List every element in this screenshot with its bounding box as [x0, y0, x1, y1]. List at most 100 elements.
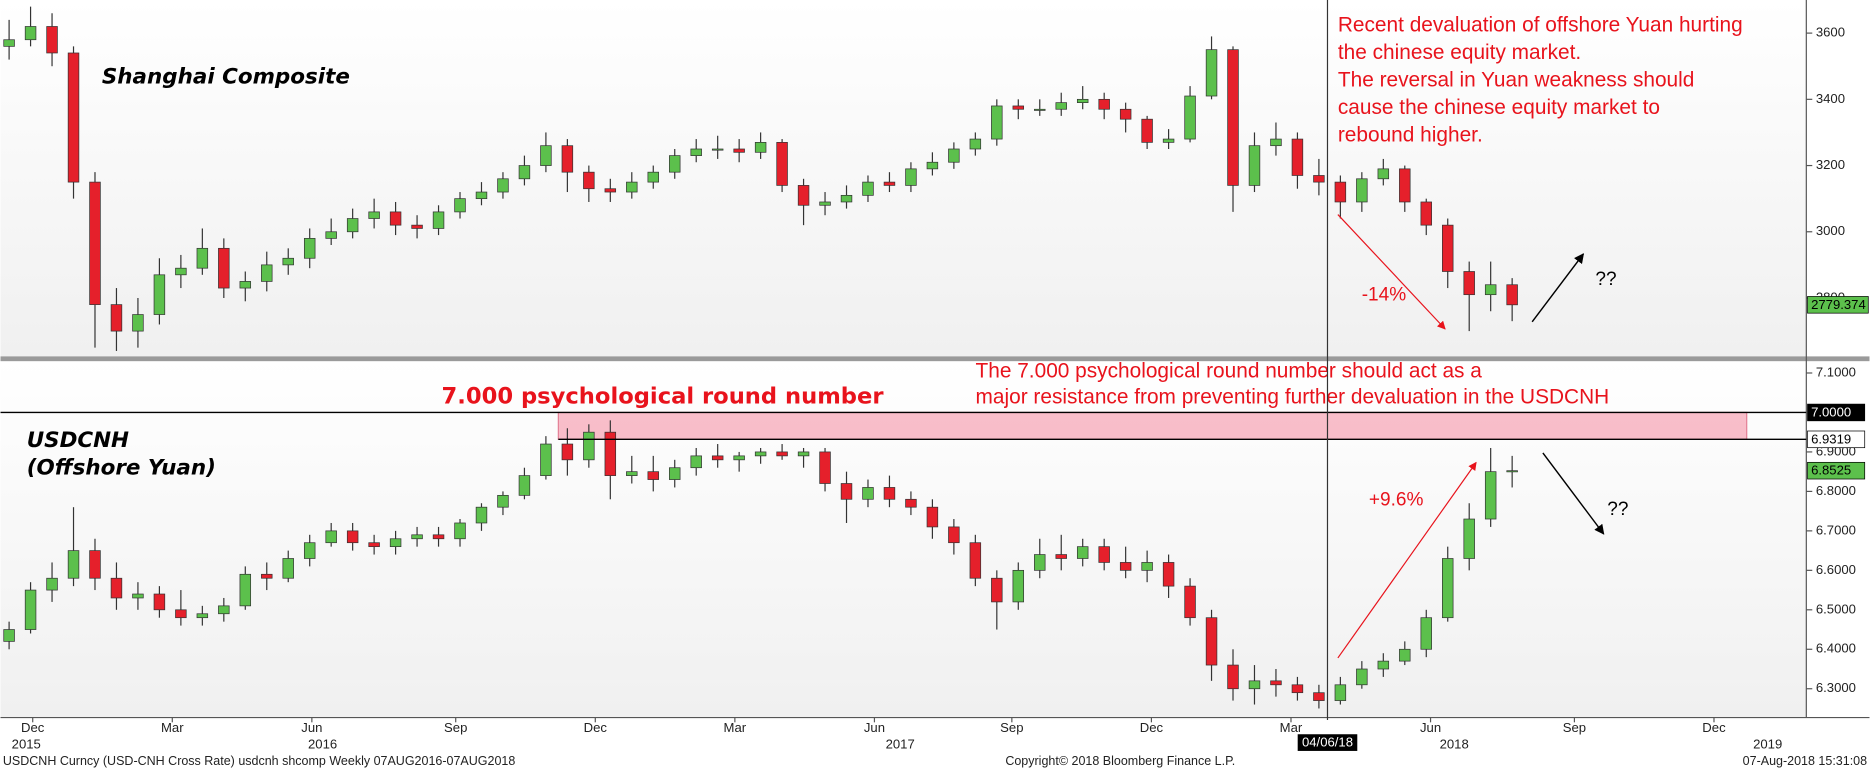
x-tick-label: Jun — [1420, 720, 1441, 735]
candle-body — [411, 224, 423, 229]
price-tag — [1807, 403, 1866, 422]
date-marker-label: 04/06/18 — [1302, 735, 1353, 750]
level-title: 7.000 psychological round number — [442, 383, 885, 409]
candle-body — [497, 494, 509, 508]
x-tick-label: Dec — [1702, 720, 1726, 735]
candle-body — [175, 267, 187, 276]
resistance-band — [557, 411, 1748, 440]
candle-body — [1055, 102, 1067, 110]
candle-body — [1399, 168, 1411, 203]
candle-body — [669, 467, 681, 480]
candle-body — [862, 181, 874, 196]
candle-body — [669, 155, 681, 173]
candle-body — [303, 542, 316, 559]
footer-copyright: Copyright© 2018 Bloomberg Finance L.P. — [1005, 754, 1235, 768]
candle-body — [626, 471, 638, 476]
candle-body — [883, 181, 896, 186]
year-label: 2018 — [1440, 736, 1469, 751]
note: cause the chinese equity market to — [1338, 96, 1660, 119]
candle-body — [797, 185, 810, 206]
candle-body — [969, 542, 982, 579]
x-tick-label: Dec — [584, 720, 608, 735]
candle-body — [239, 281, 252, 289]
candle-body — [1119, 562, 1132, 571]
x-tick-label: Mar — [724, 720, 747, 735]
price-tag-label: 7.0000 — [1811, 405, 1851, 420]
candle-body — [132, 314, 144, 332]
candle-body — [647, 171, 659, 183]
outlook-label: ?? — [1607, 499, 1628, 520]
candle-body — [368, 211, 380, 219]
plot-area — [3, 6, 1748, 709]
candle-body — [89, 550, 101, 579]
candle-body — [1313, 692, 1325, 701]
candle-body — [647, 471, 659, 480]
note: the chinese equity market. — [1338, 41, 1581, 64]
y-tick-label: 6.6000 — [1816, 562, 1856, 577]
candle-body — [711, 148, 724, 151]
candle-body — [110, 304, 123, 332]
candle-body — [67, 52, 80, 183]
candle-body — [282, 257, 294, 266]
candle-body — [3, 629, 15, 642]
candle-body — [153, 593, 166, 611]
candle-body — [1141, 118, 1153, 143]
y-tick-label: 3600 — [1816, 25, 1845, 40]
candle-body — [432, 211, 445, 229]
candle-body — [905, 168, 917, 186]
candle-body — [561, 145, 574, 173]
candle-body — [819, 451, 831, 484]
candle-body — [819, 201, 831, 206]
candle-body — [218, 605, 230, 615]
change-label: -14% — [1362, 285, 1407, 306]
candle-body — [1291, 138, 1304, 176]
candle-body — [1484, 471, 1497, 520]
year-label: 2017 — [886, 736, 915, 751]
candle-body — [1463, 271, 1475, 296]
candle-body — [1248, 680, 1261, 690]
candle-body — [325, 530, 337, 544]
candle-body — [754, 451, 767, 457]
candle-body — [1184, 95, 1196, 140]
x-tick-label: Mar — [161, 720, 184, 735]
x-tick-label: Sep — [1000, 720, 1023, 735]
candle-body — [1506, 470, 1518, 473]
candle-body — [1034, 554, 1046, 571]
y-tick-label: 6.3000 — [1816, 680, 1856, 695]
candle-body — [1184, 585, 1196, 619]
x-tick-label: Dec — [21, 720, 45, 735]
candle-body — [132, 593, 144, 599]
candle-body — [969, 138, 982, 150]
candle-body — [561, 443, 574, 461]
candle-body — [583, 431, 595, 461]
candle-body — [1227, 49, 1239, 186]
candle-body — [1484, 284, 1497, 296]
price-tag — [1807, 296, 1869, 314]
panel-bg — [0, 0, 1807, 358]
candle-body — [1141, 562, 1153, 571]
outlook-label: ?? — [1595, 269, 1616, 290]
candle-body — [1377, 168, 1390, 180]
candle-body — [325, 231, 337, 239]
candle-body — [475, 191, 488, 200]
candle-body — [604, 188, 617, 193]
change-label: +9.6% — [1369, 490, 1424, 511]
candle-body — [261, 573, 273, 579]
candle-body — [518, 165, 531, 180]
candle-body — [1506, 284, 1518, 306]
y-tick-label: 6.5000 — [1816, 601, 1856, 616]
candle-body — [626, 181, 638, 193]
x-tick-label: Mar — [1280, 720, 1303, 735]
candle-body — [303, 238, 316, 259]
candle-body — [454, 522, 466, 540]
candle-body — [432, 534, 445, 540]
candle-body — [1356, 668, 1368, 686]
year-label: 2019 — [1753, 736, 1782, 751]
candle-body — [1420, 617, 1432, 650]
candle-body — [1463, 518, 1475, 559]
candle-body — [1098, 98, 1110, 110]
candle-body — [239, 573, 252, 607]
candle-body — [110, 577, 123, 599]
candle-body — [282, 558, 294, 579]
candle-body — [261, 264, 273, 282]
